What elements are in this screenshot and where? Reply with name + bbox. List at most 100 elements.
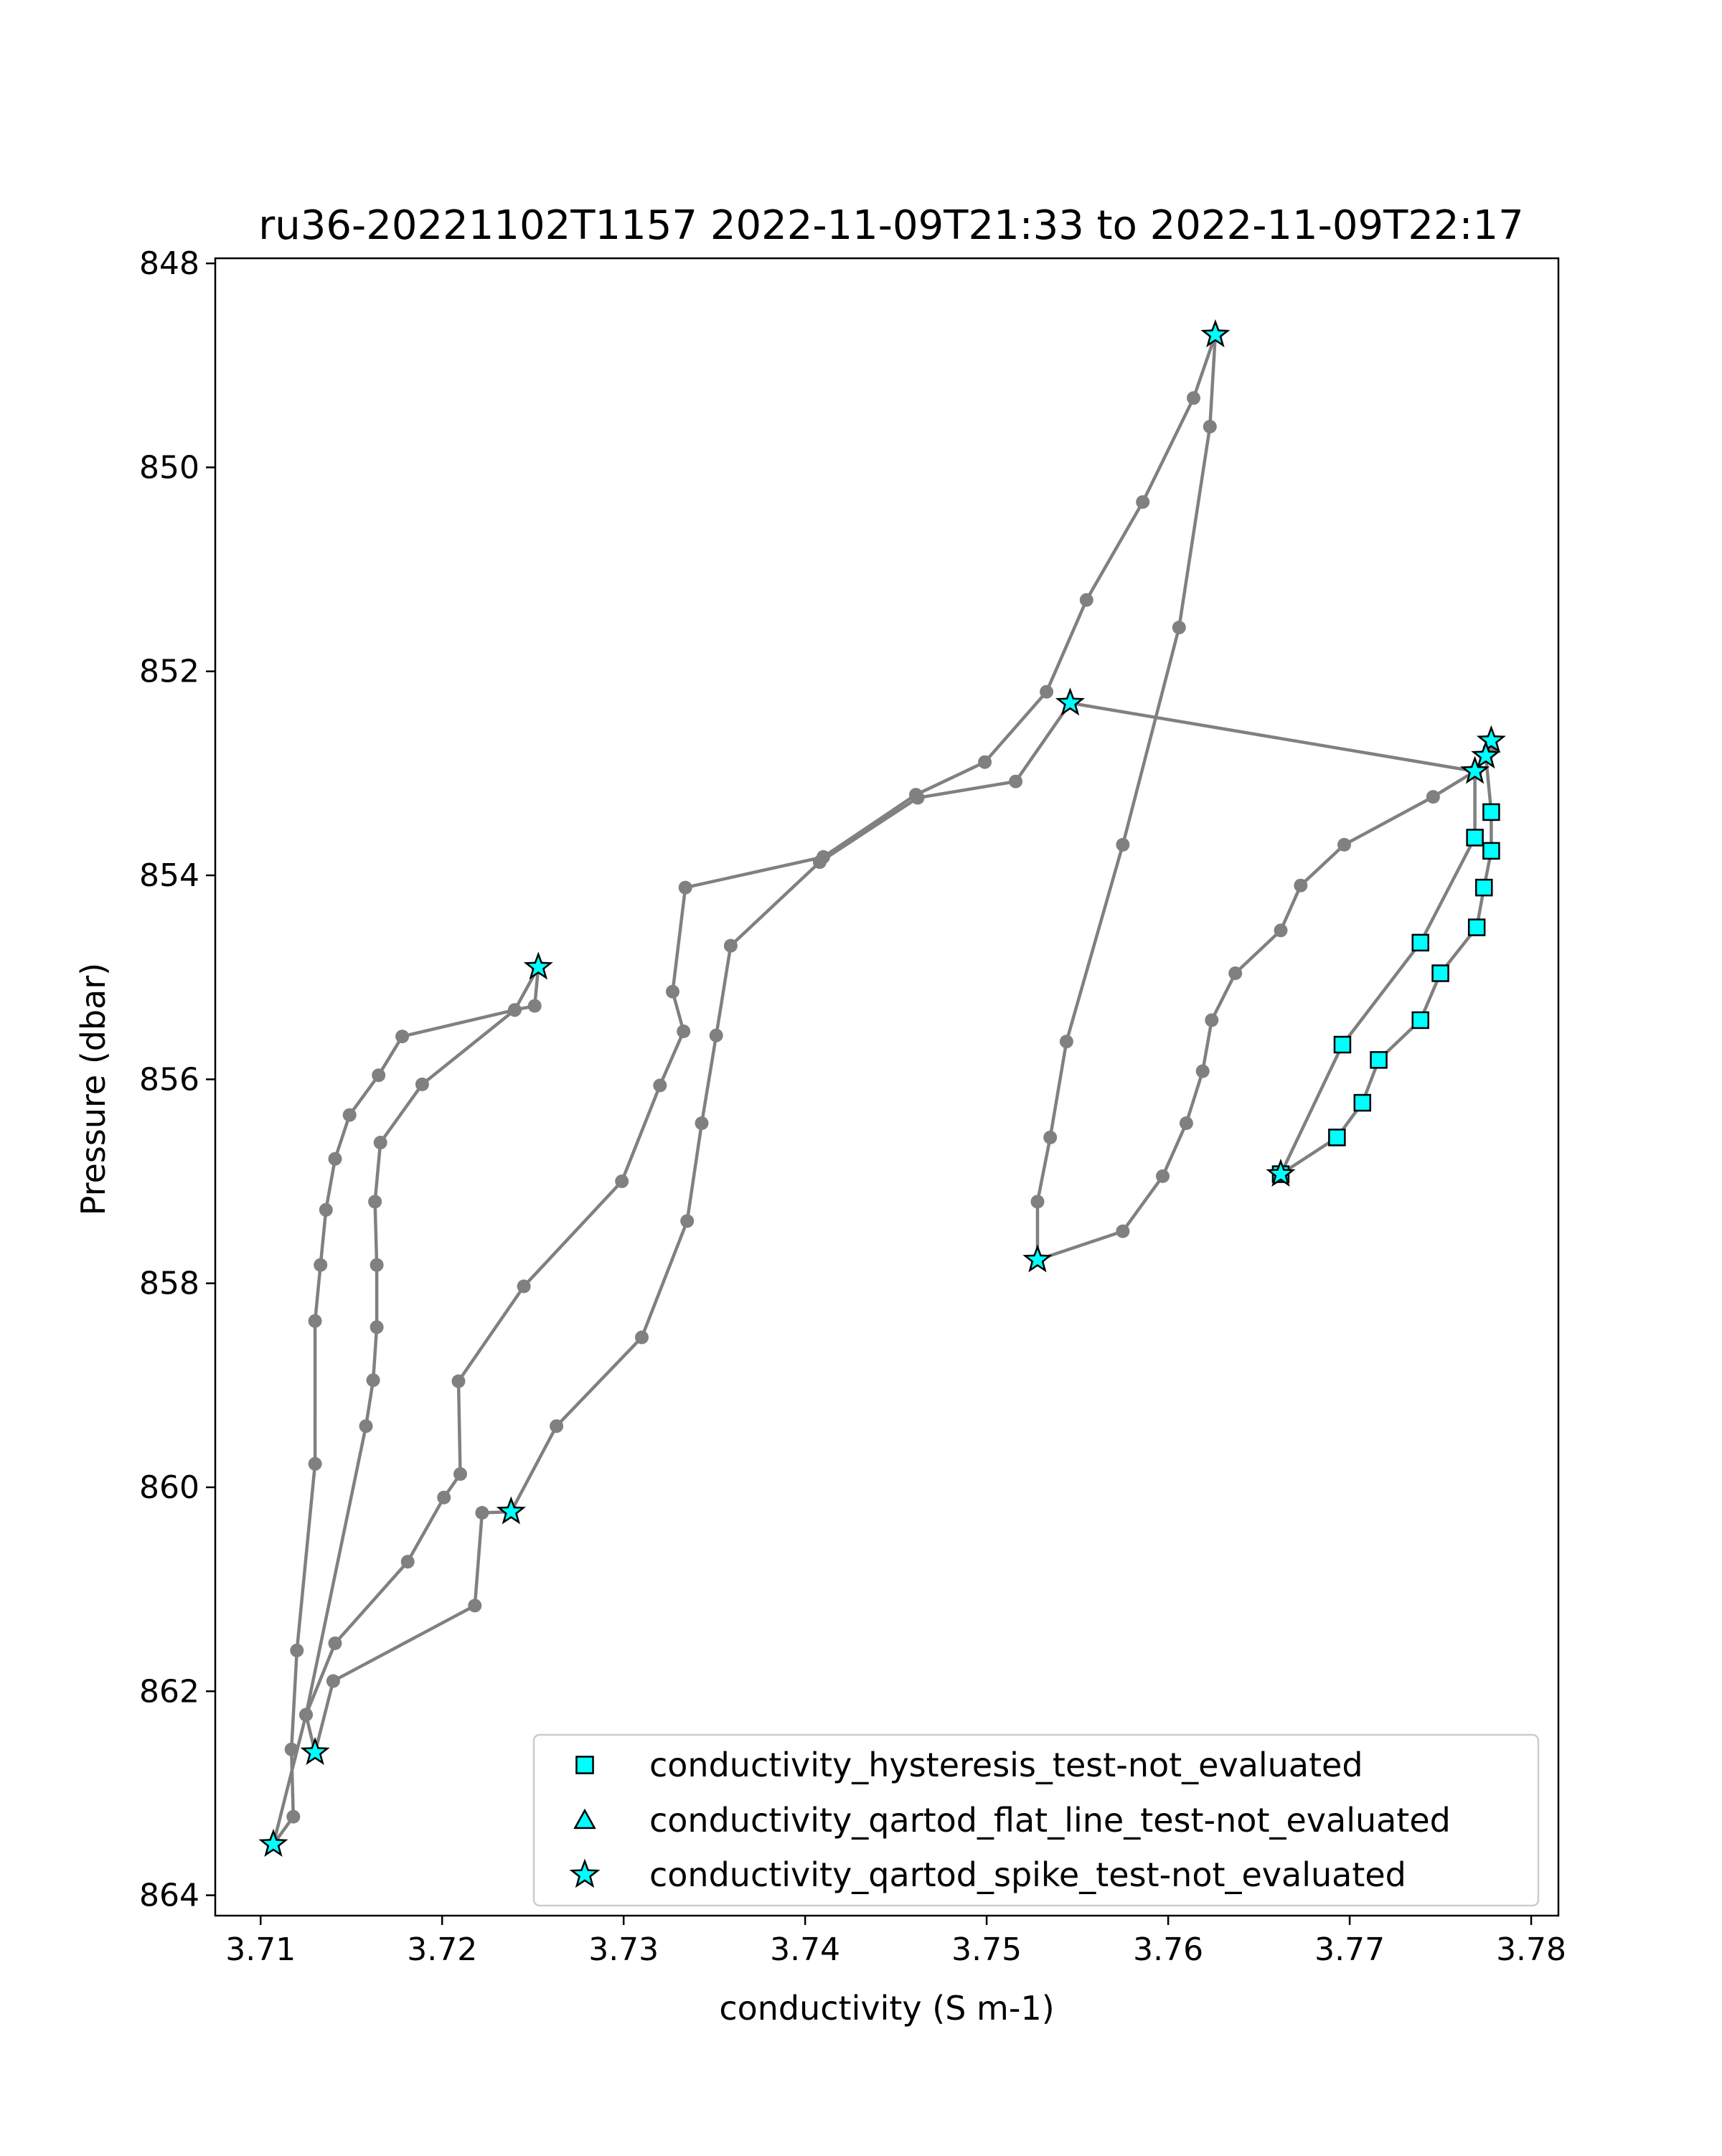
- profile-point: [286, 1809, 301, 1824]
- conductivity-hysteresis-test-not-evaluated-marker: [1475, 878, 1493, 897]
- conductivity-qartod-spike-test-not-evaluated-marker: [300, 1736, 330, 1766]
- profile-point: [290, 1643, 304, 1657]
- profile-point: [1203, 420, 1217, 434]
- profile-point: [1079, 593, 1093, 607]
- conductivity-hysteresis-test-not-evaluated-marker: [1411, 1011, 1429, 1030]
- profile-point: [359, 1419, 373, 1434]
- x-axis-label: conductivity (S m-1): [719, 1989, 1054, 2028]
- profile-point: [314, 1258, 328, 1272]
- conductivity-qartod-spike-test-not-evaluated-marker: [1266, 1158, 1296, 1187]
- profile-point: [284, 1742, 298, 1756]
- plot-frame: [214, 257, 1560, 1917]
- legend-marker-square: [575, 1756, 594, 1774]
- x-tick-label: 3.78: [1496, 1931, 1566, 1968]
- profile-point: [911, 791, 925, 805]
- profile-point: [680, 1214, 695, 1228]
- legend-label: conductivity_hysteresis_test-not_evaluat…: [649, 1746, 1363, 1784]
- profile-point: [517, 1279, 531, 1294]
- conductivity-qartod-spike-test-not-evaluated-marker: [1471, 740, 1501, 769]
- profile-point: [370, 1320, 384, 1334]
- profile-point: [370, 1258, 384, 1272]
- profile-point: [1059, 1035, 1073, 1049]
- profile-point: [1205, 1013, 1219, 1027]
- profile-point: [677, 1025, 691, 1038]
- profile-point: [1136, 495, 1150, 509]
- profile-point: [1179, 1116, 1193, 1130]
- profile-point: [319, 1202, 333, 1217]
- conductivity-qartod-spike-test-not-evaluated-marker: [1200, 319, 1231, 348]
- conductivity-hysteresis-test-not-evaluated-marker: [1328, 1129, 1346, 1147]
- profile-point: [475, 1506, 489, 1520]
- x-axis: 3.71 3.72 3.73 3.74 3.75 3.76 3.77 3.78: [225, 1916, 1566, 1968]
- conductivity-hysteresis-test-not-evaluated-marker: [1467, 918, 1486, 936]
- profile-point: [1294, 878, 1308, 893]
- profile-point: [1009, 774, 1023, 789]
- profile-point: [678, 880, 692, 895]
- profile-point: [1187, 391, 1200, 405]
- profile-point: [1172, 621, 1186, 635]
- y-tick-label: 848: [139, 245, 199, 282]
- conductivity-hysteresis-test-not-evaluated-marker: [1353, 1093, 1372, 1112]
- profile-point: [451, 1374, 466, 1388]
- y-tick-label: 850: [139, 449, 199, 486]
- profile-point: [709, 1028, 723, 1042]
- profile-point: [1228, 966, 1243, 980]
- profile-point: [812, 855, 827, 870]
- y-tick-label: 852: [139, 654, 199, 690]
- profile-point: [368, 1195, 382, 1209]
- profile-point: [666, 984, 679, 999]
- y-axis-label: Pressure (dbar): [74, 963, 113, 1215]
- profile-point: [527, 999, 542, 1013]
- profile-point: [695, 1116, 709, 1130]
- legend-label: conductivity_qartod_flat_line_test-not_e…: [649, 1801, 1451, 1840]
- x-tick-label: 3.71: [225, 1931, 296, 1968]
- profile-point: [328, 1152, 342, 1166]
- conductivity-qartod-spike-test-not-evaluated-marker: [258, 1828, 288, 1858]
- legend: conductivity_hysteresis_test-not_evaluat…: [532, 1733, 1540, 1907]
- profile-point: [342, 1108, 357, 1122]
- profile-point: [635, 1330, 649, 1345]
- profile-point: [1195, 1064, 1210, 1078]
- profile-point: [366, 1373, 380, 1388]
- profile-point: [437, 1490, 451, 1505]
- profile-point: [299, 1708, 313, 1722]
- legend-box: [532, 1733, 1540, 1907]
- x-tick-label: 3.73: [588, 1931, 659, 1968]
- y-tick-label: 860: [139, 1469, 199, 1506]
- profile-point: [400, 1555, 415, 1569]
- profile-point: [453, 1467, 467, 1481]
- conductivity-hysteresis-test-not-evaluated-marker: [1333, 1035, 1352, 1054]
- conductivity-qartod-spike-test-not-evaluated-marker: [1022, 1244, 1053, 1273]
- profile-point: [308, 1314, 322, 1328]
- x-tick-label: 3.77: [1314, 1931, 1385, 1968]
- profile-point: [308, 1456, 322, 1471]
- conductivity-qartod-spike-test-not-evaluated-marker: [1476, 725, 1506, 753]
- profile-point: [1337, 837, 1351, 852]
- profile-point: [1426, 790, 1440, 804]
- data-layer: [258, 319, 1506, 1858]
- profile-point: [507, 1003, 522, 1017]
- profile-point: [468, 1599, 482, 1613]
- profile-point: [395, 1030, 410, 1044]
- profile-point: [1156, 1169, 1170, 1183]
- conductivity-hysteresis-test-not-evaluated-marker: [1466, 829, 1484, 847]
- y-axis: 848 850 852 854 856 858 860 862 864: [139, 245, 215, 1914]
- chart-title: ru36-20221102T1157 2022-11-09T21:33 to 2…: [258, 202, 1523, 249]
- y-tick-label: 858: [139, 1266, 199, 1302]
- x-tick-label: 3.72: [407, 1931, 477, 1968]
- legend-label: conductivity_qartod_spike_test-not_evalu…: [649, 1855, 1406, 1894]
- y-tick-label: 854: [139, 857, 199, 894]
- profile-point: [1040, 684, 1054, 699]
- x-tick-label: 3.76: [1133, 1931, 1203, 1968]
- conductivity-qartod-spike-test-not-evaluated-marker: [1055, 687, 1086, 716]
- profile-point: [1043, 1130, 1058, 1144]
- profile-point: [1116, 1224, 1130, 1238]
- plot-area: [214, 257, 1560, 1917]
- profile-point: [372, 1068, 386, 1083]
- profile-point: [373, 1136, 387, 1149]
- profile-point: [1116, 837, 1130, 852]
- conductivity-hysteresis-test-not-evaluated-marker: [1431, 964, 1449, 982]
- y-tick-label: 856: [139, 1061, 199, 1098]
